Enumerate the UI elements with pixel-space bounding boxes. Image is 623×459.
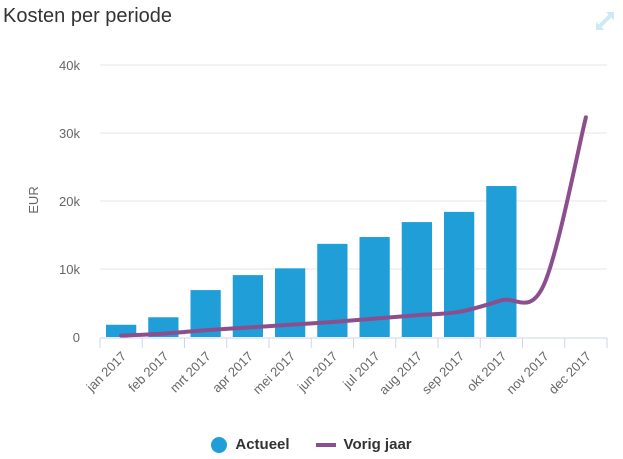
x-tick-label: jan 2017 [83, 349, 130, 396]
chart-title: Kosten per periode [3, 5, 173, 27]
series-line-vorig-jaar [119, 115, 588, 338]
x-tick-label: mei 2017 [250, 349, 298, 397]
y-tick-label: 30k [59, 126, 80, 141]
x-tick-label: aug 2017 [376, 349, 425, 398]
bar-actueel [444, 211, 475, 337]
bar-actueel [359, 237, 390, 337]
x-tick-label: dec 2017 [546, 349, 594, 397]
legend-marker-circle [211, 436, 228, 453]
expand-icon[interactable] [592, 8, 618, 34]
y-axis-label: EUR [26, 186, 41, 213]
x-tick-label: sep 2017 [419, 349, 467, 397]
legend-marker-line [315, 442, 336, 447]
y-tick-label: 20k [59, 194, 80, 209]
x-tick-label: nov 2017 [503, 349, 551, 397]
bar-actueel [401, 222, 432, 337]
x-tick-label: apr 2017 [209, 349, 256, 396]
legend-label: Actueel [235, 436, 290, 453]
legend-item-actueel[interactable]: Actueel [211, 436, 290, 453]
bar-actueel [486, 186, 517, 337]
x-tick-label: okt 2017 [464, 349, 510, 395]
legend-label: Vorig jaar [343, 436, 412, 453]
x-tick-label: mrt 2017 [167, 349, 214, 396]
x-tick-label: jun 2017 [294, 349, 341, 396]
x-tick-label: feb 2017 [125, 349, 171, 395]
y-tick-label: 0 [73, 330, 80, 345]
legend-item-vorig-jaar[interactable]: Vorig jaar [315, 436, 412, 453]
y-tick-label: 10k [59, 262, 80, 277]
legend: Actueel Vorig jaar [0, 436, 623, 453]
y-tick-label: 40k [59, 58, 80, 73]
